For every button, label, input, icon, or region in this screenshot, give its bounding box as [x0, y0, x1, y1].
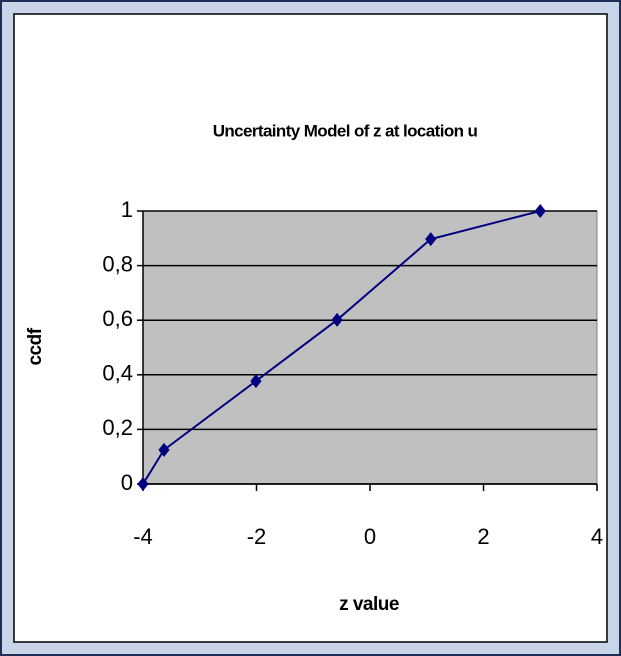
- y-tick-label: 0,6: [102, 306, 133, 331]
- x-axis-label: z value: [339, 594, 399, 615]
- data-point: [137, 477, 149, 491]
- data-point: [250, 374, 262, 389]
- series-line: [142, 210, 541, 485]
- data-point: [331, 312, 343, 327]
- data-point: [425, 232, 437, 247]
- x-tick-label: 4: [591, 524, 603, 549]
- y-tick-label: 0,4: [102, 361, 133, 386]
- y-axis-label: ccdf: [25, 327, 46, 365]
- x-tick-label: -4: [133, 524, 153, 549]
- data-point: [534, 204, 546, 218]
- x-tick-label: 2: [477, 524, 489, 549]
- x-tick-label: -2: [247, 524, 267, 549]
- y-tick-label: 0,8: [102, 251, 133, 276]
- x-tick-label: 0: [364, 524, 376, 549]
- data-point: [158, 442, 170, 457]
- plot-area: [142, 210, 598, 485]
- y-tick-label: 0: [121, 470, 133, 495]
- y-tick-label: 1: [121, 197, 133, 222]
- y-tick-label: 0,2: [102, 415, 133, 440]
- chart-title: Uncertainty Model of z at location u: [213, 121, 478, 140]
